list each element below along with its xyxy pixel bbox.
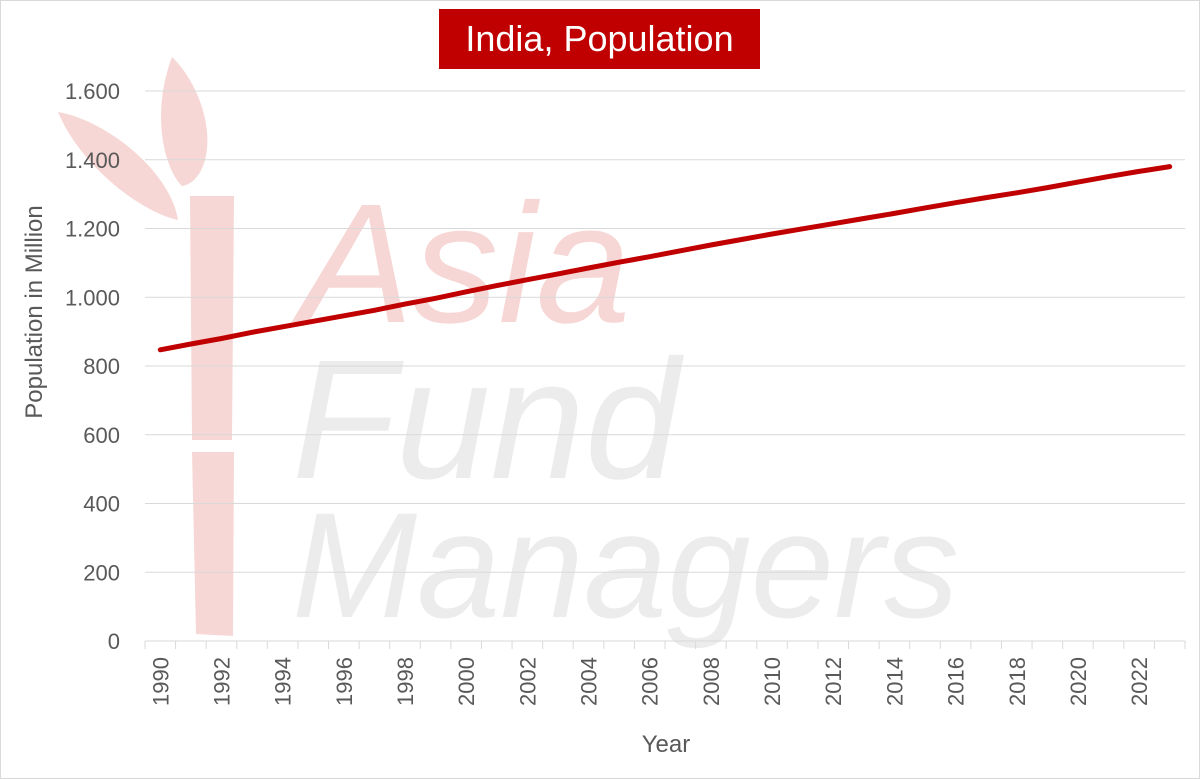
y-axis-label: Population in Million [21,205,48,418]
population-line [157,164,1173,353]
y-tick-label: 1.600 [65,79,120,104]
x-tick-label: 2008 [699,657,724,706]
watermark-logo: Asia Fund Managers [58,57,959,649]
y-tick-label: 600 [83,423,120,448]
y-tick-label: 800 [83,354,120,379]
x-tick-label: 2018 [1005,657,1030,706]
series-layer [157,164,1173,353]
x-tick-label: 1998 [393,657,418,706]
y-tick-label: 400 [83,492,120,517]
watermark-line-fund: Fund [292,325,685,515]
x-tick-label: 2014 [882,657,907,706]
x-tick-label: 2002 [515,657,540,706]
y-tick-label: 1.000 [65,285,120,310]
chart-title: India, Population [465,18,734,59]
x-tick-label: 2022 [1127,657,1152,706]
x-tick-label: 1996 [332,657,357,706]
watermark-leaf-left [58,112,178,220]
x-tick-label: 2020 [1066,657,1091,706]
chart-title-box: India, Population [439,9,760,69]
watermark-stem-upper [190,196,234,440]
y-tick-label: 0 [108,629,120,654]
y-tick-label: 1.200 [65,217,120,242]
y-tick-label: 200 [83,560,120,585]
watermark-leaf-right [160,57,208,186]
y-tick-labels: 0 200 400 600 800 1.000 1.200 1.400 1.600 [65,79,120,654]
x-tick-label: 1994 [271,657,296,706]
y-tick-label: 1.400 [65,148,120,173]
x-tick-label: 2006 [638,657,663,706]
watermark-line-asia: Asia [291,169,631,359]
watermark-line-managers: Managers [292,481,959,649]
x-tick-label: 1990 [148,657,173,706]
gridlines [145,90,1185,573]
x-tick-label: 2012 [821,657,846,706]
x-axis-label: Year [642,731,691,758]
x-axis: 1990 1992 1994 1996 1998 2000 2002 2004 2006 2008… [144,640,1186,706]
watermark-stem-lower [192,452,234,636]
x-tick-label: 2000 [454,657,479,706]
x-tick-label: 2010 [760,657,785,706]
x-tick-label: 2016 [944,657,969,706]
x-tick-label: 2004 [577,657,602,706]
x-tick-label: 1992 [209,657,234,706]
